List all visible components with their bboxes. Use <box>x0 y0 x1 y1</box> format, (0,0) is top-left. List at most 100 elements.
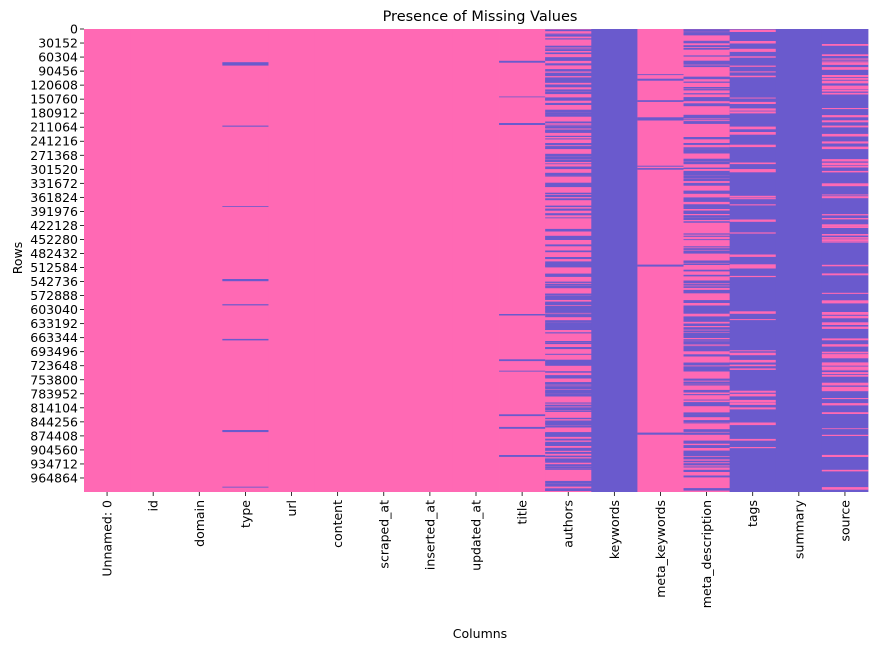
y-tick-label: 874408 <box>30 428 78 443</box>
heatmap-stripe <box>545 238 592 240</box>
y-tick-label: 331672 <box>30 176 78 191</box>
heatmap-stripe <box>545 464 592 467</box>
heatmap-stripe <box>729 438 777 441</box>
heatmap-stripe <box>729 232 777 234</box>
heatmap-stripe <box>222 304 269 306</box>
heatmap-stripe <box>683 149 731 152</box>
heatmap-stripe <box>821 454 869 457</box>
heatmap-stripe <box>683 422 731 424</box>
heatmap-stripe <box>821 146 869 150</box>
heatmap-stripe <box>683 378 731 381</box>
heatmap-stripe <box>821 218 869 220</box>
heatmap-stripe <box>499 359 546 362</box>
heatmap-stripe <box>545 143 592 146</box>
heatmap-stripe <box>545 447 592 451</box>
heatmap-stripe <box>683 415 731 418</box>
heatmap-stripe <box>545 443 592 446</box>
y-tick-label: 603040 <box>30 302 78 317</box>
heatmap-stripe <box>545 47 592 49</box>
x-tick-label: url <box>284 500 299 517</box>
heatmap-column <box>821 29 869 492</box>
heatmap-stripe <box>222 338 269 341</box>
heatmap-stripe <box>545 84 592 87</box>
heatmap-stripe <box>729 353 777 355</box>
heatmap-stripe <box>729 108 777 111</box>
heatmap-stripe <box>545 228 592 232</box>
heatmap-stripe <box>683 62 731 65</box>
heatmap-stripe <box>821 90 869 92</box>
x-tick-label: Unnamed: 0 <box>100 500 115 577</box>
heatmap-stripe <box>545 182 592 186</box>
heatmap-stripe <box>729 319 777 321</box>
heatmap-stripe <box>637 168 684 170</box>
heatmap-stripe <box>821 388 869 391</box>
heatmap-stripe <box>637 118 684 121</box>
heatmap-stripe <box>499 414 546 417</box>
heatmap-stripe <box>545 441 592 444</box>
heatmap-stripe <box>821 487 869 490</box>
heatmap-stripe <box>683 137 731 140</box>
heatmap-stripe <box>545 389 592 393</box>
heatmap-stripe <box>222 279 269 282</box>
heatmap-stripe <box>821 115 869 118</box>
heatmap-stripe <box>821 77 869 80</box>
heatmap-stripe <box>683 33 731 36</box>
y-tick-label: 482432 <box>30 246 78 261</box>
heatmap-stripe <box>683 412 731 415</box>
heatmap-stripe <box>545 293 592 296</box>
heatmap-stripe <box>683 121 731 124</box>
heatmap-stripe <box>821 159 869 162</box>
heatmap-stripe <box>545 45 592 48</box>
y-tick-label: 934712 <box>30 456 78 471</box>
heatmap-stripe <box>222 63 269 66</box>
heatmap-stripe <box>545 148 592 150</box>
heatmap-stripe <box>683 305 731 307</box>
heatmap-stripe <box>683 284 731 286</box>
heatmap-stripe <box>545 153 592 157</box>
heatmap-stripe <box>729 169 777 170</box>
heatmap-stripe <box>545 129 592 132</box>
heatmap-stripe <box>545 91 592 95</box>
heatmap-stripe <box>821 344 869 347</box>
x-tick-label: meta_keywords <box>653 500 668 598</box>
heatmap-stripe <box>683 429 731 432</box>
heatmap-stripe <box>683 190 731 192</box>
heatmap-column <box>406 29 454 492</box>
heatmap-stripe <box>729 368 777 370</box>
heatmap-stripe <box>821 165 869 168</box>
heatmap-stripe <box>729 41 777 44</box>
heatmap-stripe <box>821 67 869 70</box>
heatmap-stripe <box>683 60 731 64</box>
heatmap-stripe <box>821 60 869 62</box>
heatmap-stripe <box>821 322 869 325</box>
heatmap-stripe <box>821 241 869 243</box>
heatmap-stripe <box>683 381 731 384</box>
heatmap-stripe <box>729 195 777 198</box>
heatmap-stripe <box>821 226 869 228</box>
heatmap-stripe <box>729 71 777 73</box>
heatmap-stripe <box>821 80 869 84</box>
heatmap-stripe <box>545 285 592 289</box>
heatmap-stripe <box>683 319 731 322</box>
heatmap-stripe <box>499 426 546 429</box>
heatmap-stripe <box>683 332 731 335</box>
heatmap-stripe <box>821 354 869 357</box>
heatmap-stripe <box>545 126 592 128</box>
heatmap-stripe <box>729 359 777 363</box>
heatmap-stripe <box>545 488 592 491</box>
heatmap-stripe <box>545 157 592 160</box>
heatmap-stripe <box>821 196 869 199</box>
y-tick-label: 753800 <box>30 372 78 387</box>
heatmap-stripe <box>545 33 592 35</box>
y-tick-label: 452280 <box>30 232 78 247</box>
heatmap-stripe <box>545 52 592 55</box>
heatmap-stripe <box>683 362 731 366</box>
heatmap-stripe <box>683 103 731 105</box>
heatmap-stripe <box>683 119 731 121</box>
heatmap-column <box>84 29 131 492</box>
heatmap-stripe <box>545 250 592 253</box>
heatmap-stripe <box>683 280 731 283</box>
heatmap-stripe <box>683 451 731 455</box>
heatmap-stripe <box>821 292 869 294</box>
heatmap-stripe <box>729 111 777 114</box>
